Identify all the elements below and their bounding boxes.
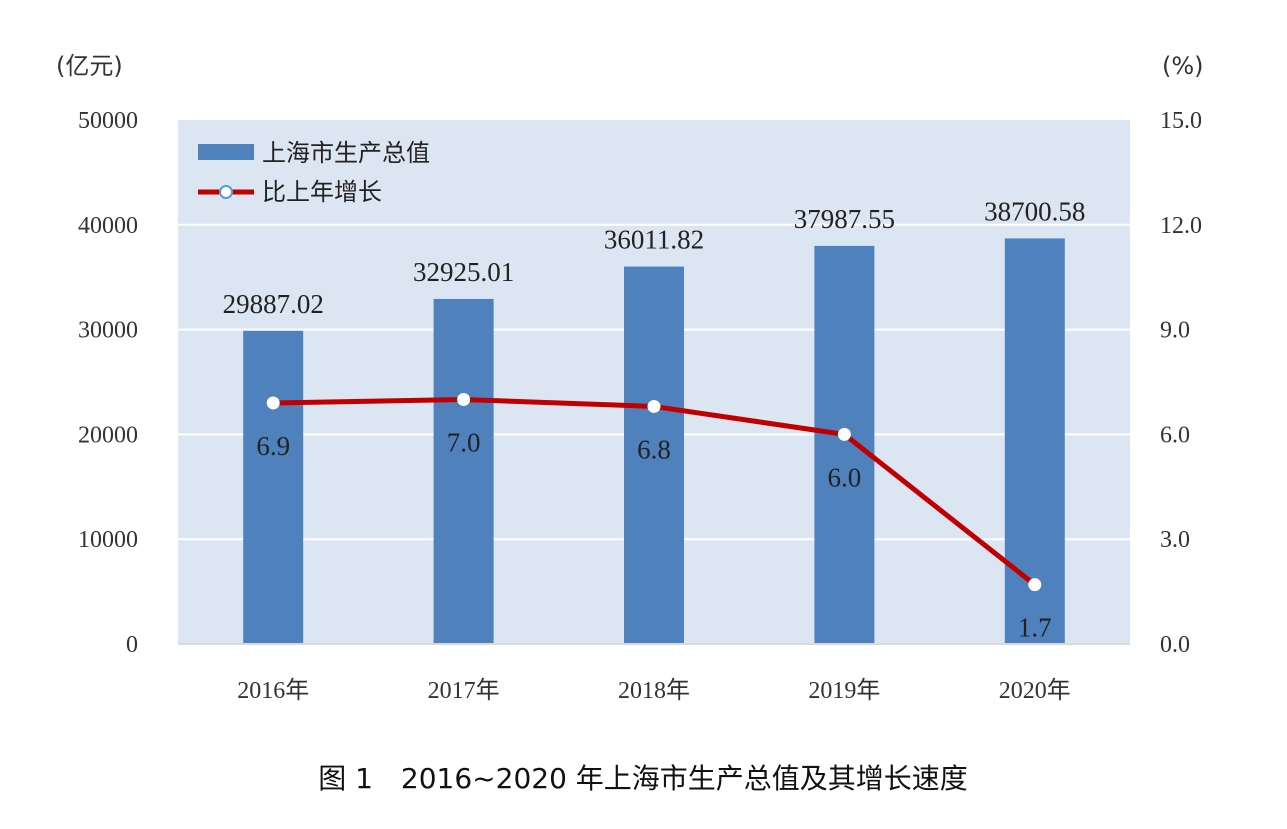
x-tick-label: 2018年	[618, 677, 690, 704]
y-right-tick-label: 15.0	[1160, 108, 1202, 134]
line-value-label: 7.0	[447, 427, 481, 457]
bar	[624, 266, 684, 644]
bar	[1004, 238, 1065, 645]
x-tick-label: 2020年	[999, 677, 1071, 704]
bar-series	[243, 238, 1065, 645]
y-axis-left: 0 10000 20000 30000 40000 50000	[78, 108, 138, 658]
line-point	[1028, 578, 1042, 592]
bar	[814, 245, 875, 644]
chart-caption: 图 1 2016~2020 年上海市生产总值及其增长速度	[318, 762, 968, 795]
line-value-label: 1.7	[1018, 613, 1052, 643]
line-point	[266, 396, 280, 410]
line-value-label: 6.9	[256, 431, 290, 461]
y-left-tick-label: 10000	[78, 527, 138, 553]
y-left-tick-label: 20000	[78, 422, 138, 448]
bar	[433, 298, 494, 644]
y-right-tick-label: 0.0	[1160, 632, 1190, 658]
y-left-tick-label: 40000	[78, 213, 138, 239]
line-value-label: 6.8	[637, 434, 671, 464]
y-left-unit: (亿元)	[56, 52, 123, 80]
y-right-tick-label: 9.0	[1160, 318, 1190, 344]
line-point	[457, 392, 471, 406]
bar-value-label: 37987.55	[794, 204, 895, 234]
line-point	[837, 427, 851, 441]
legend-bar-label: 上海市生产总值	[262, 139, 430, 167]
bar	[243, 330, 304, 644]
y-axis-right: 0.0 3.0 6.0 9.0 12.0 15.0	[1160, 108, 1202, 658]
y-right-unit: (%)	[1162, 52, 1204, 80]
x-axis: 2016年 2017年 2018年 2019年 2020年	[178, 643, 1130, 704]
legend-bar-swatch	[198, 144, 254, 160]
y-right-tick-label: 3.0	[1160, 527, 1190, 553]
bar-data-labels: 29887.02 32925.01 36011.82 37987.55 38700.58	[223, 196, 1086, 318]
bar-value-label: 29887.02	[223, 289, 324, 319]
legend: 上海市生产总值 比上年增长	[198, 139, 430, 206]
x-tick-label: 2016年	[237, 677, 309, 704]
y-right-tick-label: 6.0	[1160, 422, 1190, 448]
bar-value-label: 38700.58	[984, 196, 1085, 226]
legend-line-label: 比上年增长	[262, 178, 382, 206]
line-value-label: 6.0	[828, 462, 862, 492]
bar-value-label: 32925.01	[413, 257, 514, 287]
line-point	[647, 399, 661, 413]
y-right-tick-label: 12.0	[1160, 213, 1202, 239]
y-left-tick-label: 30000	[78, 318, 138, 344]
y-left-tick-label: 0	[126, 632, 138, 658]
x-tick-label: 2019年	[808, 677, 880, 704]
bar-value-label: 36011.82	[604, 225, 704, 255]
line-series	[266, 392, 1042, 592]
line-data-labels: 6.9 7.0 6.8 6.0 1.7	[256, 427, 1051, 642]
legend-line-marker	[219, 185, 233, 199]
y-left-tick-label: 50000	[78, 108, 138, 134]
x-tick-label: 2017年	[428, 677, 500, 704]
